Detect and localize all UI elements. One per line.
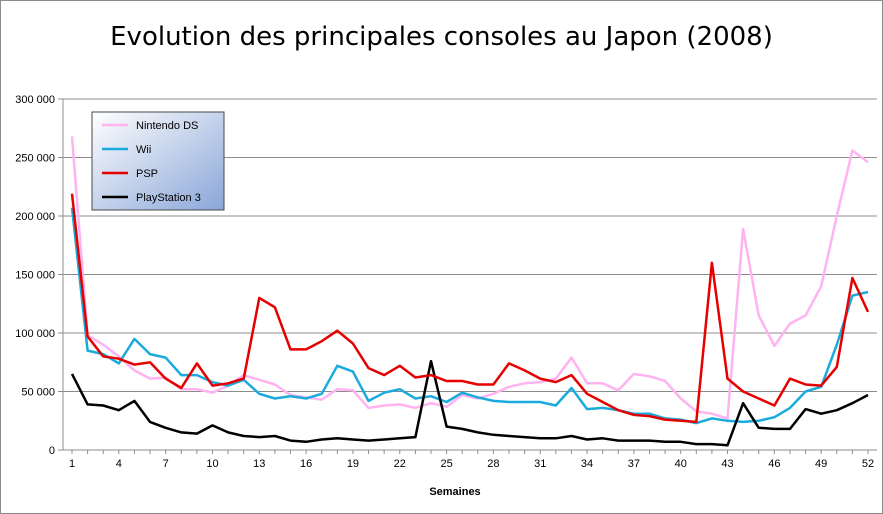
legend-label: PSP <box>136 168 158 180</box>
x-tick-label: 19 <box>347 458 359 470</box>
axes <box>62 99 877 451</box>
x-tick-label: 22 <box>394 458 406 470</box>
chart-title: Evolution des principales consoles au Ja… <box>110 22 773 52</box>
legend-item: Nintendo DS <box>102 120 198 132</box>
legend-item: Wii <box>102 144 151 156</box>
series-lines <box>70 136 870 447</box>
x-tick-label: 31 <box>534 458 546 470</box>
x-tick-label: 34 <box>581 458 593 470</box>
series-line-nintendo-ds <box>70 136 869 420</box>
x-tick-label: 46 <box>768 458 780 470</box>
x-tick-label: 43 <box>721 458 733 470</box>
x-tick-label: 40 <box>675 458 687 470</box>
legend-item: PlayStation 3 <box>102 192 201 204</box>
y-tick-label: 0 <box>49 445 55 457</box>
x-tick-label: 28 <box>487 458 499 470</box>
x-tick-label: 7 <box>163 458 169 470</box>
x-tick-label: 49 <box>815 458 827 470</box>
y-tick-label: 250 000 <box>15 153 55 165</box>
legend-item: PSP <box>102 168 158 180</box>
x-tick-label: 13 <box>253 458 265 470</box>
x-tick-label: 37 <box>628 458 640 470</box>
x-tick-label: 16 <box>300 458 312 470</box>
y-axis-ticks: 0 50 000 100 000 150 000 200 000 250 000 300 0… <box>15 94 63 457</box>
legend: Nintendo DS Wii PSP PlayStation 3 <box>91 111 225 211</box>
legend-box <box>91 111 225 211</box>
y-tick-label: 150 000 <box>15 270 55 282</box>
series-line-playstation-3 <box>70 359 869 447</box>
x-tick-label: 52 <box>862 458 874 470</box>
series-line-wii <box>70 207 869 425</box>
legend-label: Wii <box>136 144 151 156</box>
legend-label: Nintendo DS <box>136 120 198 132</box>
y-tick-label: 100 000 <box>15 328 55 340</box>
x-tick-label: 1 <box>69 458 75 470</box>
y-tick-label: 300 000 <box>15 94 55 106</box>
y-tick-label: 200 000 <box>15 211 55 223</box>
legend-label: PlayStation 3 <box>136 192 201 204</box>
x-tick-label: 25 <box>440 458 452 470</box>
x-axis-ticks: 1 4 7 10 13 16 19 22 25 28 31 34 37 40 43 46 49 52 <box>69 450 874 470</box>
x-tick-label: 10 <box>206 458 218 470</box>
x-axis-label: Semaines <box>429 486 480 498</box>
y-tick-label: 50 000 <box>21 387 55 399</box>
grid-lines <box>63 98 877 392</box>
x-tick-label: 4 <box>116 458 122 470</box>
series-line-psp <box>70 193 870 424</box>
